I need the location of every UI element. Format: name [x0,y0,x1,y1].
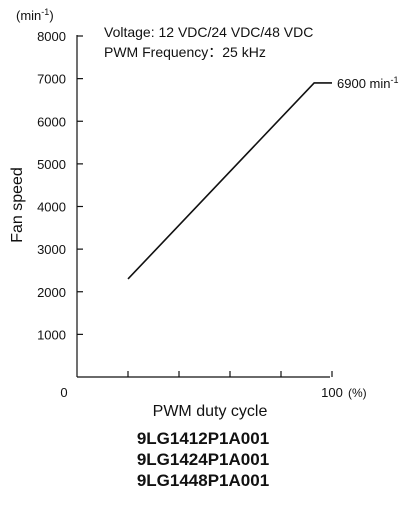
fan-speed-line [127,82,332,280]
y-tick-label: 2000 [37,285,66,300]
y-tick-label: 4000 [37,200,66,215]
origin-label: 0 [60,385,67,400]
model-number: 9LG1412P1A001 [136,429,270,448]
fan-speed-chart: (min-1) Fan speed Voltage: 12 VDC/24 VDC… [9,7,399,420]
x-unit-label: (%) [348,386,367,400]
x-axis-label: PWM duty cycle [153,403,268,420]
y-unit-label: (min-1) [16,7,54,23]
y-tick-label: 7000 [37,72,66,87]
pwm-frequency-note: PWM Frequency：25 kHz [104,44,266,60]
model-list: 9LG1412P1A001 9LG1424P1A001 9LG1448P1A00… [0,428,406,491]
end-value-annotation: 6900 min-1 [337,75,399,91]
model-number: 9LG1448P1A001 [136,471,270,490]
voltage-note: Voltage: 12 VDC/24 VDC/48 VDC [104,24,313,40]
y-tick-label: 3000 [37,242,66,257]
y-tick-label: 6000 [37,114,66,129]
y-axis-label: Fan speed [9,167,26,243]
y-tick-label: 1000 [37,327,66,342]
y-tick-label: 8000 [37,29,66,44]
x-end-label: 100 [321,385,343,400]
model-number: 9LG1424P1A001 [136,450,270,469]
y-tick-label: 5000 [37,157,66,172]
